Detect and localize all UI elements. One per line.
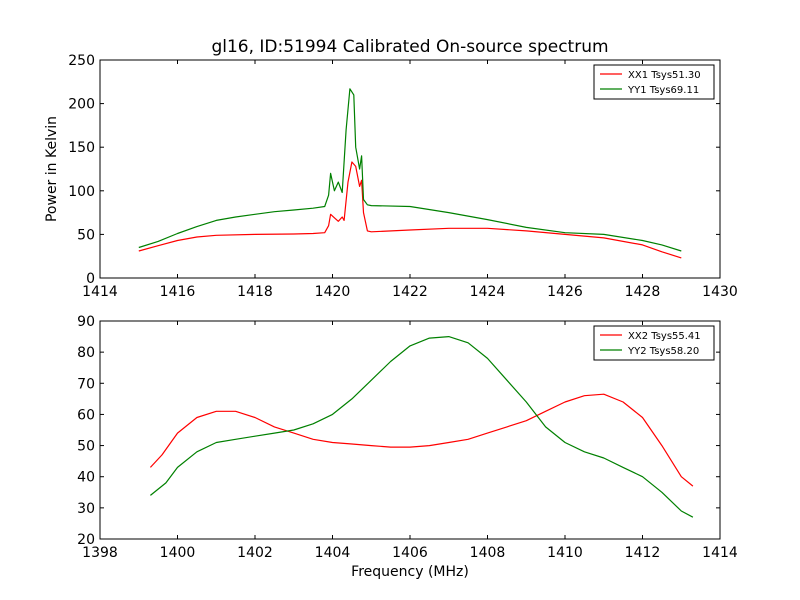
bottom-x-axis-label: Frequency (MHz) (351, 564, 469, 580)
top-x-tick-label: 1414 (82, 284, 118, 300)
bottom-series-line-1 (149, 393, 694, 487)
top-plot-frame (99, 59, 721, 279)
top-x-tick-label: 1422 (392, 284, 428, 300)
top-x-tick-label: 1428 (625, 284, 661, 300)
top-y-tick-label: 0 (86, 271, 95, 287)
top-legend: XX1 Tsys51.30 YY1 Tsys69.11 (593, 64, 715, 100)
bottom-legend-label-1: XX2 Tsys55.41 (628, 331, 701, 342)
bottom-y-tick-label: 30 (77, 501, 95, 517)
top-spectrum-panel: gl16, ID:51994 Calibrated On-source spec… (44, 37, 738, 300)
top-axis-ticks: 1414 1416 1418 1420 1422 1424 1426 1428 1430 0 50 1… (68, 53, 738, 300)
bottom-x-tick-label: 1404 (315, 545, 351, 561)
top-legend-label-1: XX1 Tsys51.30 (628, 70, 701, 81)
bottom-x-tick-label: 1402 (237, 545, 273, 561)
top-series-lines (138, 88, 682, 259)
top-y-tick-label: 200 (68, 97, 95, 113)
top-legend-box (593, 64, 715, 100)
bottom-y-tick-label: 80 (77, 345, 95, 361)
bottom-x-tick-label: 1410 (547, 545, 583, 561)
bottom-y-tick-label: 60 (77, 407, 95, 423)
bottom-y-tick-label: 50 (77, 439, 95, 455)
top-y-tick-label: 50 (77, 227, 95, 243)
bottom-legend-label-2: YY2 Tsys58.20 (627, 346, 699, 357)
top-x-tick-label: 1430 (702, 284, 738, 300)
top-y-tick-label: 100 (68, 184, 95, 200)
top-y-axis-label: Power in Kelvin (44, 116, 60, 222)
bottom-x-tick-label: 1406 (392, 545, 428, 561)
bottom-series-lines (149, 336, 694, 518)
top-legend-label-2: YY1 Tsys69.11 (627, 85, 699, 96)
bottom-x-tick-label: 1398 (82, 545, 118, 561)
bottom-series-line-2 (150, 336, 694, 518)
bottom-x-tick-label: 1414 (702, 545, 738, 561)
bottom-axis-ticks: 1398 1400 1402 1404 1406 1408 1410 1412 1414 20 30… (77, 314, 738, 561)
bottom-x-tick-label: 1412 (625, 545, 661, 561)
top-x-tick-label: 1416 (160, 284, 196, 300)
bottom-x-tick-label: 1400 (160, 545, 196, 561)
bottom-y-tick-label: 90 (77, 314, 95, 330)
bottom-legend-box (593, 325, 715, 361)
top-x-tick-label: 1424 (470, 284, 506, 300)
bottom-plot-frame (99, 320, 721, 540)
top-x-tick-label: 1426 (547, 284, 583, 300)
bottom-y-tick-label: 40 (77, 470, 95, 486)
bottom-y-tick-label: 70 (77, 376, 95, 392)
top-series-line-2 (138, 88, 682, 252)
top-y-tick-label: 250 (68, 53, 95, 69)
top-x-tick-label: 1420 (315, 284, 351, 300)
bottom-legend: XX2 Tsys55.41 YY2 Tsys58.20 (593, 325, 715, 361)
chart-title: gl16, ID:51994 Calibrated On-source spec… (211, 37, 608, 57)
bottom-y-tick-label: 20 (77, 532, 95, 548)
bottom-spectrum-panel: Frequency (MHz) 1398 1400 1402 1404 1406 1408… (77, 314, 738, 580)
top-x-tick-label: 1418 (237, 284, 273, 300)
top-series-line-1 (138, 161, 682, 259)
top-y-tick-label: 150 (68, 140, 95, 156)
bottom-x-tick-label: 1408 (470, 545, 506, 561)
